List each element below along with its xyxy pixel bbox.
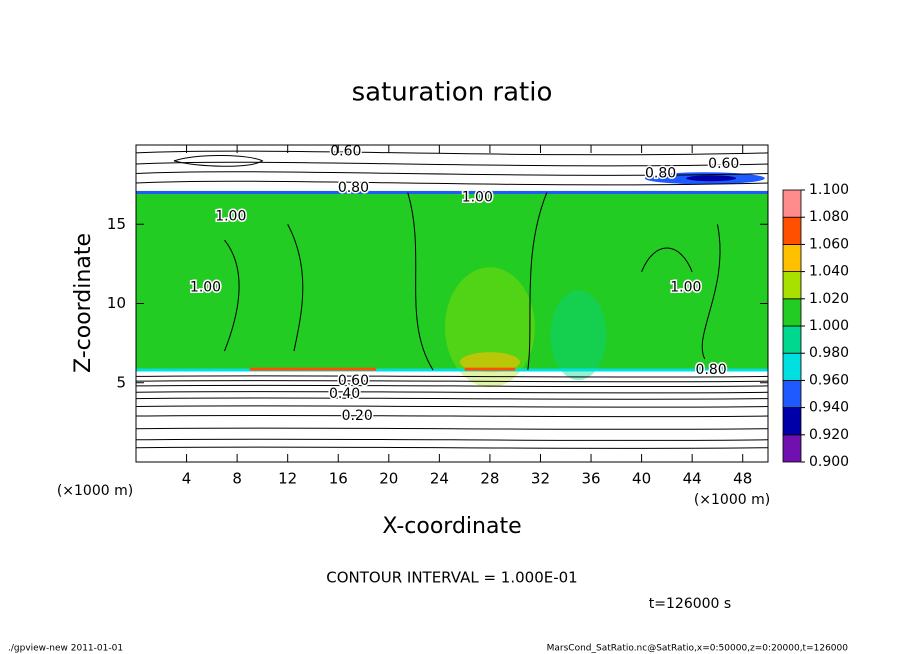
y-axis-label: Z-coordinate (71, 233, 96, 373)
colorbar-bin (782, 352, 802, 381)
colorbar-label: 1.060 (809, 236, 849, 252)
x-tick-label: 44 (683, 470, 702, 488)
contour-line (135, 171, 769, 176)
x-tick-label: 48 (733, 470, 752, 488)
contour-line (224, 239, 240, 352)
contour-line (135, 391, 769, 394)
field-edge (136, 368, 768, 372)
contour-label: 0.20 (342, 408, 373, 424)
chart-title: saturation ratio (352, 78, 553, 108)
x-tick-label: 20 (379, 470, 398, 488)
y-tick-label: 5 (116, 373, 126, 391)
colorbar-label: 0.960 (809, 372, 849, 388)
contour-line (135, 427, 769, 430)
contour-label: 1.00 (670, 280, 701, 296)
contour-line (135, 438, 769, 441)
x-tick-label: 40 (632, 470, 651, 488)
y-unit: (×1000 m) (57, 483, 133, 499)
x-tick-label: 12 (278, 470, 297, 488)
colorbar-bin (782, 271, 802, 300)
colorbar-label: 1.040 (809, 264, 849, 280)
contour-label: 0.80 (645, 166, 676, 182)
contour-line (135, 150, 769, 156)
contour-line (135, 405, 769, 408)
contour-label: 0.80 (338, 180, 369, 196)
colorbar-label: 1.100 (809, 182, 849, 198)
colorbar-label: 1.000 (809, 318, 849, 334)
field-edge (136, 190, 768, 194)
colorbar-bin (782, 189, 802, 218)
contour-line (173, 155, 264, 167)
contour-label: 0.60 (708, 156, 739, 172)
field: 0.600.801.000.800.601.001.00 1.000.600.40… (135, 142, 769, 449)
colorbar-bin (782, 216, 802, 245)
colorbar-label: 1.020 (809, 291, 849, 307)
field-patch (686, 175, 737, 182)
contour-label: 0.60 (338, 373, 369, 389)
colorbar-bin (782, 407, 802, 436)
colorbar-bin (782, 243, 802, 272)
contour-line (135, 446, 769, 449)
colorbar-label: 0.900 (809, 454, 849, 470)
contour-line (135, 414, 769, 418)
contour-line (701, 224, 721, 360)
colorbar-label: 0.940 (809, 400, 849, 416)
contour-label: 0.60 (330, 143, 361, 159)
contour-line (135, 397, 769, 400)
colorbar-bin (782, 434, 802, 463)
x-tick-label: 36 (581, 470, 600, 488)
x-tick-label: 28 (480, 470, 499, 488)
field-patch (459, 352, 520, 373)
contour-line (135, 379, 769, 383)
contour-line (407, 192, 434, 371)
footer-right: MarsCond_SatRatio.nc@SatRatio,x=0:50000,… (547, 644, 849, 654)
x-axis-label: X-coordinate (382, 514, 521, 539)
contour-line (641, 247, 693, 272)
contour-line (287, 224, 304, 352)
x-tick-label: 16 (329, 470, 348, 488)
x-tick-label: 8 (232, 470, 242, 488)
contour-line (135, 180, 769, 186)
contour-line (135, 161, 769, 167)
footer-left: ./gpview-new 2011-01-01 (8, 644, 123, 654)
x-tick-label: 32 (531, 470, 550, 488)
contour-label: 1.00 (190, 280, 221, 296)
y-tick-label: 15 (107, 215, 126, 233)
field-patch (550, 290, 607, 381)
field-edge (464, 367, 516, 371)
contour-label: 0.80 (696, 362, 727, 378)
y-tick-label: 10 (107, 294, 126, 312)
colorbar-bin (782, 325, 802, 354)
field-band (136, 190, 768, 371)
colorbar-bin (782, 298, 802, 327)
x-unit: (×1000 m) (694, 492, 770, 508)
time-label: t=126000 s (649, 596, 731, 612)
contour-interval: CONTOUR INTERVAL = 1.000E-01 (326, 569, 577, 587)
field-edge (249, 367, 377, 371)
contour-label: 0.40 (329, 386, 360, 402)
x-tick-label: 24 (430, 470, 449, 488)
contour-line (135, 375, 769, 378)
colorbar-label: 0.980 (809, 345, 849, 361)
colorbar-bin (782, 379, 802, 408)
contour-line (135, 384, 769, 388)
x-tick-label: 4 (182, 470, 192, 488)
colorbar-label: 1.080 (809, 209, 849, 225)
colorbar-label: 0.920 (809, 427, 849, 443)
contour-line (527, 192, 548, 371)
contour-label: 1.00 (462, 189, 493, 205)
contour-label: 1.00 (215, 208, 246, 224)
